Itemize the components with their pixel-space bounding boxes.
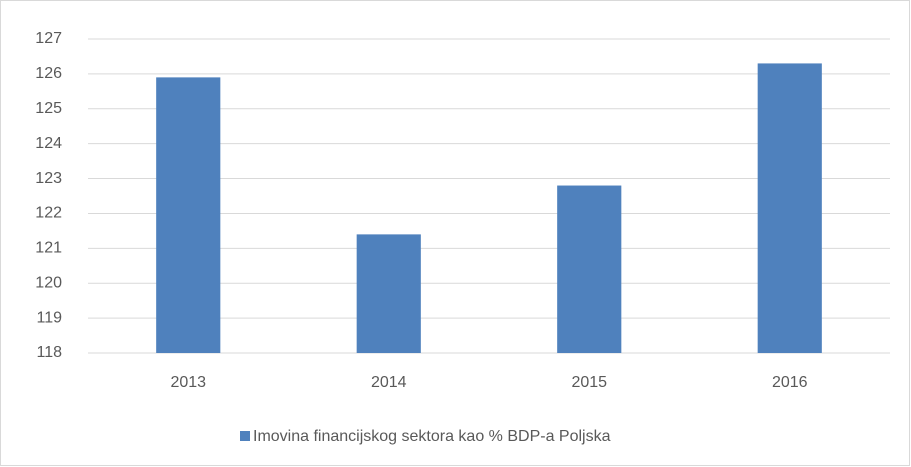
x-tick-label: 2013: [170, 374, 206, 391]
y-tick-label: 123: [35, 170, 62, 187]
y-tick-label: 127: [35, 30, 62, 47]
x-tick-label: 2015: [571, 374, 607, 391]
bar: [156, 77, 221, 353]
x-tick-label: 2016: [772, 374, 808, 391]
legend-label: Imovina financijskog sektora kao % BDP-a…: [253, 428, 611, 445]
y-tick-label: 118: [36, 344, 62, 361]
legend-swatch: [240, 431, 250, 441]
y-tick-label: 121: [35, 240, 62, 257]
y-tick-label: 126: [35, 65, 62, 82]
bar: [757, 63, 822, 354]
x-tick-label: 2014: [371, 374, 407, 391]
bar: [557, 185, 622, 353]
bar: [356, 234, 421, 353]
y-tick-label: 119: [36, 309, 62, 326]
y-tick-label: 120: [35, 274, 62, 291]
y-tick-label: 124: [35, 135, 62, 152]
y-tick-label: 122: [35, 205, 62, 222]
y-tick-label: 125: [35, 100, 62, 117]
